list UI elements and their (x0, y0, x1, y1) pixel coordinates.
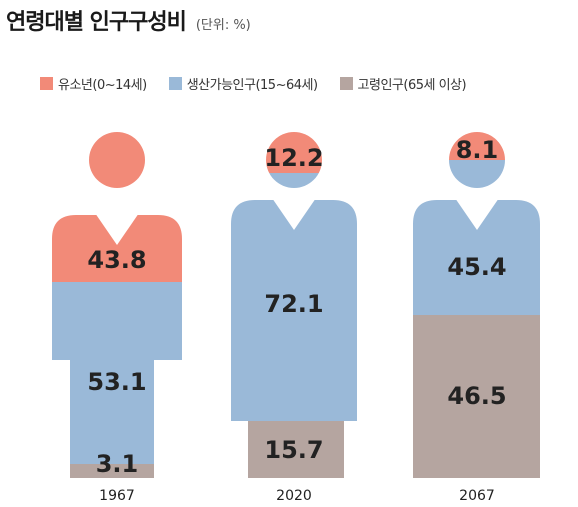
value-label-elderly-2067: 46.5 (447, 382, 506, 410)
legend-item-working: 생산가능인구(15~64세) (168, 74, 318, 93)
bar-elderly-2020 (231, 421, 357, 478)
legend-swatch-working (168, 77, 182, 90)
year-label-1967: 1967 (99, 488, 135, 504)
value-label-elderly-1967: 3.1 (96, 450, 139, 478)
legend-swatch-elderly (339, 77, 353, 90)
title-area: 연령대별 인구구성비 (단위: %) (6, 4, 251, 36)
unit-note: (단위: %) (195, 18, 251, 33)
figure-2067: 8.1 45.4 46.5 2067 (413, 132, 540, 504)
legend-item-elderly: 고령인구(65세 이상) (339, 74, 467, 93)
head-working-2020 (266, 173, 322, 188)
figure-2020: 12.2 72.1 15.7 2020 (231, 132, 357, 504)
value-label-working-1967: 53.1 (87, 368, 146, 396)
bar-working-2020 (231, 200, 357, 421)
year-label-2020: 2020 (276, 488, 312, 504)
head-working-2067 (449, 160, 505, 188)
legend-label-working: 생산가능인구(15~64세) (186, 78, 318, 93)
chart-title: 연령대별 인구구성비 (6, 10, 187, 35)
value-label-youth-1967: 43.8 (87, 246, 146, 274)
legend-item-youth: 유소년(0~14세) (40, 74, 147, 93)
value-label-working-2067: 45.4 (447, 253, 506, 281)
head-1967 (89, 132, 145, 188)
value-label-elderly-2020: 15.7 (264, 436, 323, 464)
neck-notch-2067 (455, 198, 499, 230)
year-label-2067: 2067 (459, 488, 495, 504)
value-label-youth-2020: 12.2 (264, 144, 323, 172)
value-label-working-2020: 72.1 (264, 290, 323, 318)
neck-notch-2020 (272, 198, 316, 230)
legend-swatch-youth (40, 77, 53, 90)
figure-1967: 43.8 53.1 3.1 1967 (52, 132, 182, 504)
legend-label-youth: 유소년(0~14세) (58, 78, 147, 93)
value-label-youth-2067: 8.1 (456, 136, 499, 164)
neck-notch-1967 (95, 213, 139, 245)
legend: 유소년(0~14세) 생산가능인구(15~64세) 고령인구(65세 이상) (40, 74, 467, 93)
head-youth-1967 (89, 132, 145, 188)
bar-elderly-2067 (413, 315, 540, 478)
legend-label-elderly: 고령인구(65세 이상) (357, 78, 467, 93)
bar-elderly-1967 (52, 464, 182, 478)
